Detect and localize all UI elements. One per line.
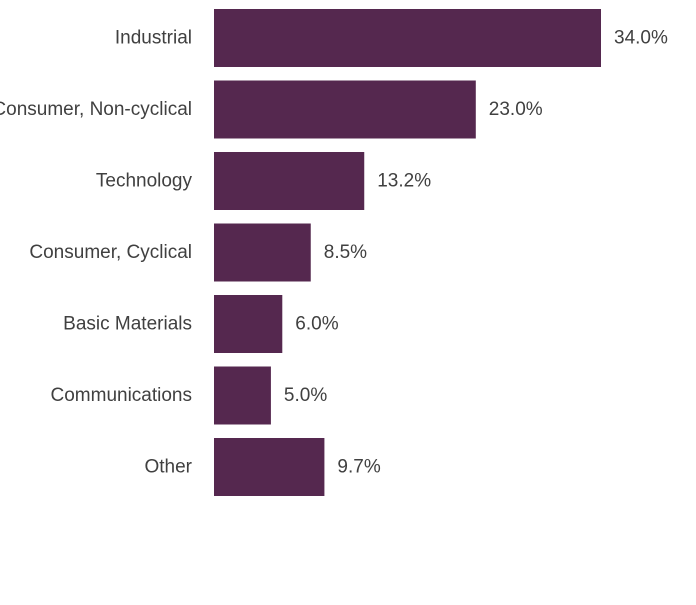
value-label-consumer-non-cyclical: 23.0% (489, 99, 543, 120)
value-label-technology: 13.2% (377, 171, 431, 192)
bar-industrial (214, 9, 601, 67)
category-label-basic-materials: Basic Materials (63, 314, 192, 335)
bar-communications (214, 366, 271, 425)
value-label-other: 9.7% (337, 457, 380, 478)
category-label-communications: Communications (51, 385, 193, 406)
category-label-industrial: Industrial (115, 28, 192, 49)
category-label-consumer-non-cyclical: Consumer, Non-cyclical (0, 99, 192, 120)
bars-group (214, 9, 601, 496)
value-label-industrial: 34.0% (614, 28, 668, 49)
bar-other (214, 438, 325, 496)
bar-consumer-non-cyclical (214, 80, 476, 139)
bar-basic-materials (214, 295, 283, 353)
value-label-consumer-cyclical: 8.5% (324, 242, 367, 263)
value-label-communications: 5.0% (284, 385, 327, 406)
category-label-consumer-cyclical: Consumer, Cyclical (29, 242, 192, 263)
value-label-basic-materials: 6.0% (295, 314, 338, 335)
category-label-technology: Technology (96, 171, 193, 192)
bar-consumer-cyclical (214, 223, 311, 282)
labels-group: Industrial 34.0% Consumer, Non-cyclical 23.… (0, 28, 668, 478)
category-label-other: Other (144, 457, 192, 478)
bar-technology (214, 152, 365, 210)
